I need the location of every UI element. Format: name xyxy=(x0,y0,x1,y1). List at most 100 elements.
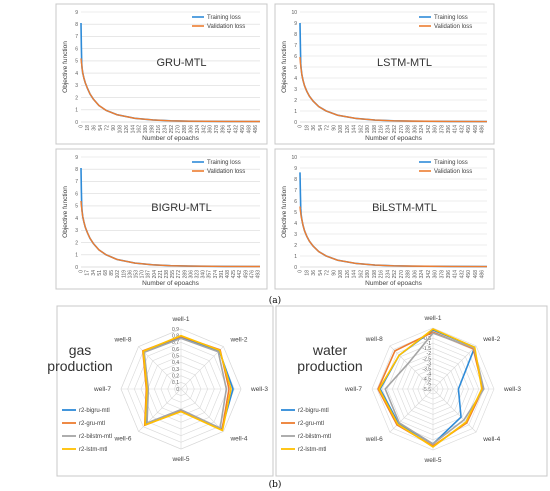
x-tick-label: 234 xyxy=(385,270,391,279)
y-axis-title: Objective function xyxy=(62,186,69,238)
x-tick-label: 51 xyxy=(97,270,103,276)
x-tick-label: 216 xyxy=(379,270,385,279)
x-tick-label: 360 xyxy=(433,125,439,134)
x-tick-label: 468 xyxy=(473,125,479,134)
radar-legend-label: r2-bilstm-mtl xyxy=(79,434,112,440)
y-tick-label: 0 xyxy=(75,265,78,271)
y-tick-label: 2 xyxy=(294,98,297,104)
radar-category-label: well-7 xyxy=(344,386,362,393)
x-tick-label: 378 xyxy=(439,270,445,279)
x-tick-label: 396 xyxy=(446,125,452,134)
x-tick-label: 391 xyxy=(219,270,225,279)
y-tick-label: 3 xyxy=(294,232,297,238)
radar-spoke xyxy=(180,346,224,390)
x-tick-label: 270 xyxy=(399,270,405,279)
x-tick-label: 432 xyxy=(234,125,240,134)
legend-label: Validation loss xyxy=(434,24,472,30)
y-tick-label: 3 xyxy=(75,228,78,234)
caption-b: (b) xyxy=(269,479,282,490)
x-tick-label: 198 xyxy=(372,125,378,134)
y-tick-label: 7 xyxy=(294,43,297,49)
radar-chart-panel: -5.5-5-4.5-4-3.5-3-2.5-2-1.5-1-0.50well-… xyxy=(275,305,548,477)
x-tick-label: 153 xyxy=(133,270,139,279)
x-tick-label: 34 xyxy=(91,270,97,276)
x-tick-label: 459 xyxy=(243,270,249,279)
model-label: GRU-MTL xyxy=(156,57,206,69)
radar-category-label: well-2 xyxy=(229,337,247,344)
radar-tick-label: -2.5 xyxy=(422,356,431,362)
y-tick-label: 2 xyxy=(75,240,78,246)
x-tick-label: 450 xyxy=(466,270,472,279)
radar-category-label: well-5 xyxy=(424,457,442,464)
loss-series-line-1 xyxy=(299,206,488,268)
x-tick-label: 144 xyxy=(352,270,358,279)
x-tick-label: 468 xyxy=(473,270,479,279)
radar-tick-label: 0 xyxy=(176,387,179,393)
radar-spoke xyxy=(432,345,477,390)
legend-label: Training loss xyxy=(434,15,468,21)
radar-tick-label: 0.3 xyxy=(172,367,179,373)
x-tick-label: 360 xyxy=(208,125,214,134)
radar-tick-label: -1.5 xyxy=(422,346,431,352)
radar-series-2 xyxy=(143,337,228,429)
y-tick-label: 8 xyxy=(294,32,297,38)
y-tick-label: 8 xyxy=(294,177,297,183)
x-tick-label: 357 xyxy=(207,270,213,279)
legend-label: Training loss xyxy=(434,160,468,166)
radar-tick-label: 0.9 xyxy=(172,327,179,333)
y-tick-label: 9 xyxy=(294,166,297,172)
x-tick-label: 198 xyxy=(372,270,378,279)
x-tick-label: 414 xyxy=(453,270,459,279)
radar-category-label: well-4 xyxy=(482,436,500,443)
radar-legend-label: r2-bigru-mtl xyxy=(79,408,110,414)
x-tick-label: 221 xyxy=(158,270,164,279)
x-tick-label: 0 xyxy=(79,270,85,273)
legend-label: Validation loss xyxy=(434,169,472,175)
x-tick-label: 108 xyxy=(338,270,344,279)
radar-tick-label: -4 xyxy=(427,372,432,378)
radar-category-label: well-5 xyxy=(172,456,190,463)
radar-tick-label: 0.6 xyxy=(172,347,179,353)
radar-tick-label: 0.4 xyxy=(172,360,179,366)
panel-border xyxy=(56,305,274,477)
x-tick-label: 18 xyxy=(304,125,310,131)
caption-a: (a) xyxy=(269,295,281,306)
x-tick-label: 342 xyxy=(426,125,432,134)
y-tick-label: 4 xyxy=(294,76,297,82)
x-tick-label: 342 xyxy=(201,125,207,134)
x-tick-label: 252 xyxy=(169,125,175,134)
x-tick-label: 72 xyxy=(325,270,331,276)
x-tick-label: 288 xyxy=(406,125,412,134)
x-axis-title: Number of epoachs xyxy=(142,135,199,142)
radar-tick-label: -2 xyxy=(427,351,432,357)
x-tick-label: 486 xyxy=(480,125,486,134)
radar-tick-label: -5.5 xyxy=(422,387,431,393)
x-tick-label: 234 xyxy=(385,125,391,134)
y-tick-label: 3 xyxy=(75,83,78,89)
x-tick-label: 289 xyxy=(182,270,188,279)
x-tick-label: 36 xyxy=(311,270,317,276)
radar-legend-label: r2-bigru-mtl xyxy=(298,408,329,414)
y-tick-label: 1 xyxy=(294,254,297,260)
radar-production-label: water xyxy=(312,342,348,358)
y-tick-label: 8 xyxy=(75,22,78,28)
radar-category-label: well-8 xyxy=(114,337,132,344)
x-tick-label: 119 xyxy=(121,270,127,278)
x-tick-label: 486 xyxy=(480,270,486,279)
x-tick-label: 0 xyxy=(298,125,304,128)
x-tick-label: 36 xyxy=(92,125,98,131)
y-tick-label: 3 xyxy=(294,87,297,93)
x-tick-label: 54 xyxy=(318,125,324,131)
legend-label: Training loss xyxy=(207,15,241,21)
x-tick-label: 288 xyxy=(182,125,188,134)
radar-category-label: well-1 xyxy=(424,315,442,322)
y-tick-label: 1 xyxy=(294,109,297,115)
y-axis-title: Objective function xyxy=(281,41,288,93)
radar-category-label: well-3 xyxy=(503,386,521,393)
x-tick-label: 126 xyxy=(345,270,351,279)
x-tick-label: 340 xyxy=(201,270,207,279)
radar-chart-panel: 00.10.20.30.40.50.60.70.80.9 well-1 well-2… xyxy=(47,305,274,477)
loss-series-line-1 xyxy=(80,200,261,268)
